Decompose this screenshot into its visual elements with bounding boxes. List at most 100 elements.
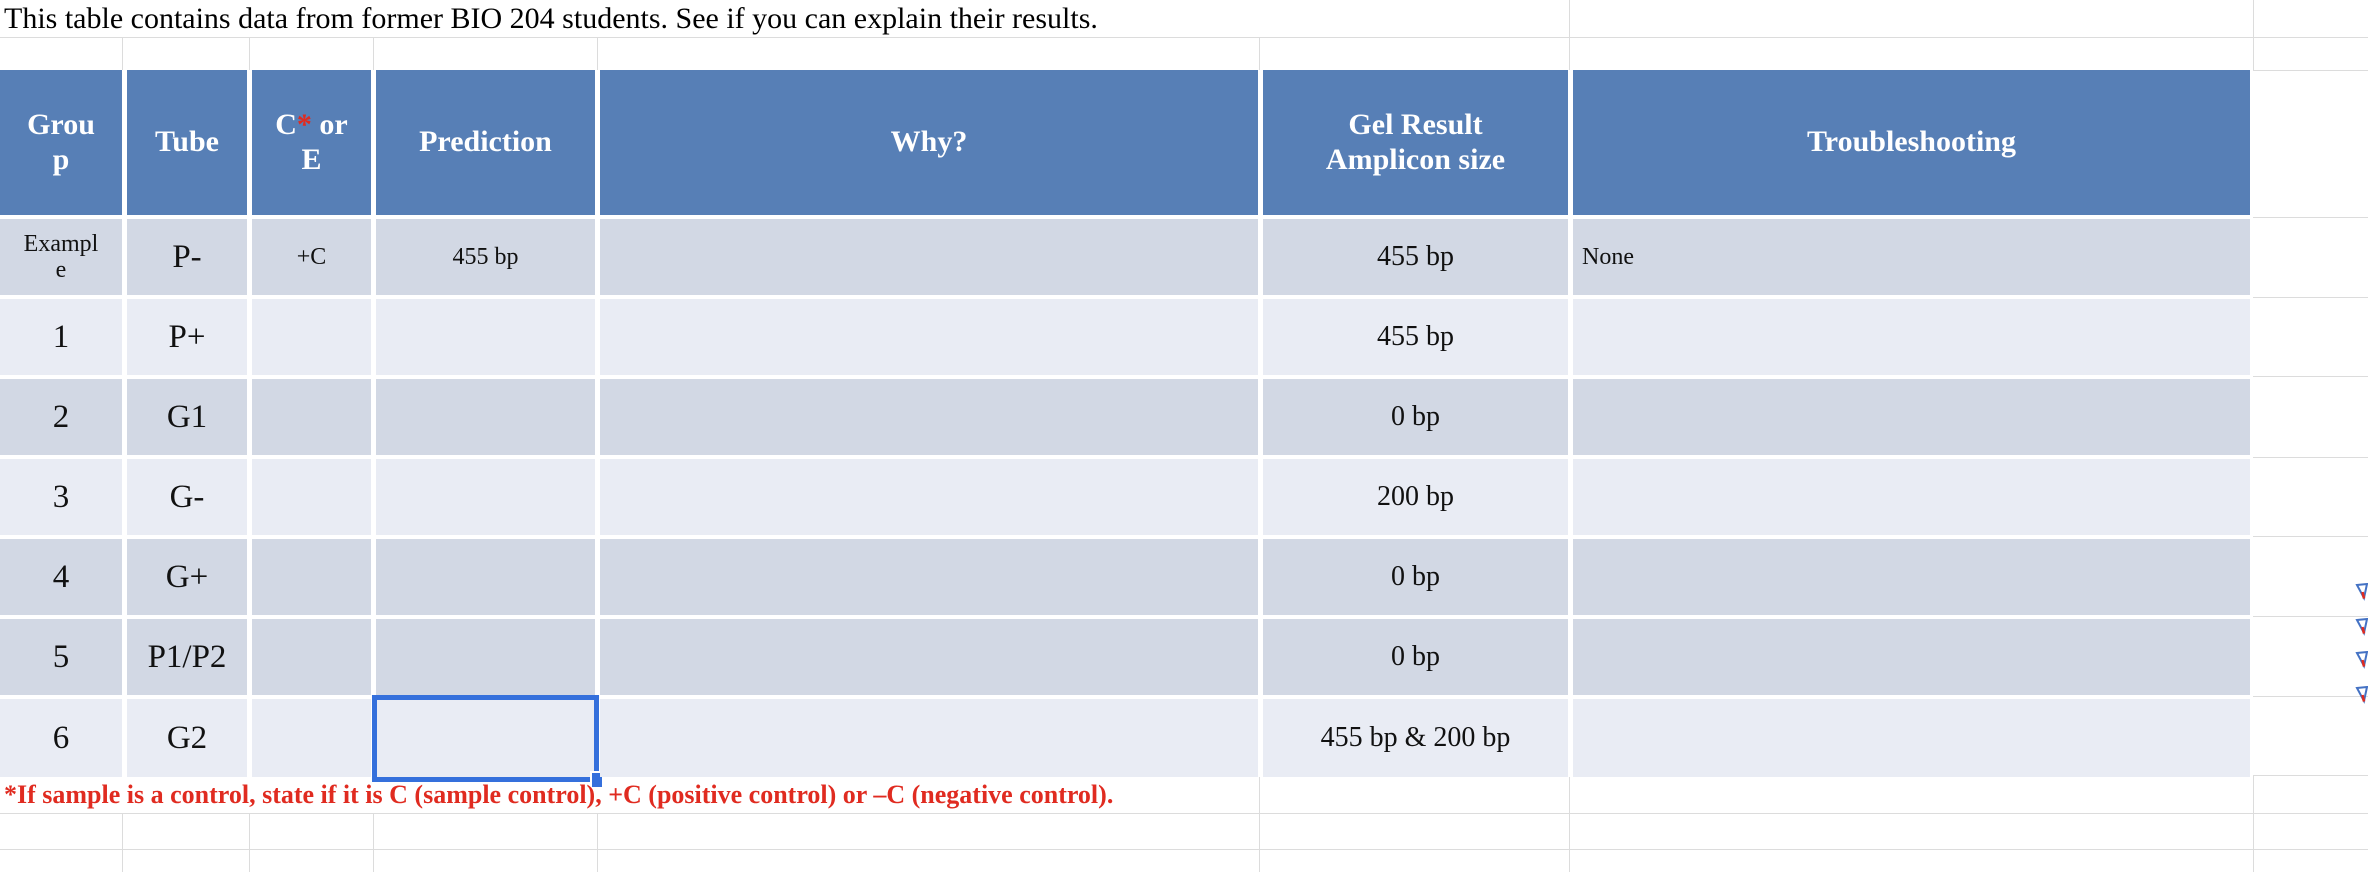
- gridline: [1569, 777, 1570, 872]
- pushpin-flag-icon[interactable]: [2354, 583, 2368, 602]
- gridline: [249, 38, 250, 70]
- header-cell-gel-result[interactable]: Gel Result Amplicon size: [1263, 70, 1568, 215]
- cell-r5-why[interactable]: [600, 619, 1258, 695]
- header-line1: C* or: [275, 108, 348, 141]
- cell-example-prediction[interactable]: 455 bp: [376, 219, 595, 295]
- header-cell-why[interactable]: Why?: [600, 70, 1258, 215]
- header-cell-c-or-e[interactable]: C* or E: [252, 70, 371, 215]
- cell-r6-tube[interactable]: G2: [127, 699, 247, 777]
- gridline: [2253, 775, 2254, 872]
- cell-r4-control[interactable]: [252, 539, 371, 615]
- gridline: [2253, 775, 2368, 776]
- header-label: Troubleshooting: [1807, 125, 2016, 159]
- cell-r2-control[interactable]: [252, 379, 371, 455]
- gridline: [2253, 0, 2254, 70]
- cell-r1-control[interactable]: [252, 299, 371, 375]
- cell-r6-why[interactable]: [600, 699, 1258, 777]
- gridline: [1259, 777, 1260, 872]
- cell-example-control[interactable]: +C: [252, 219, 371, 295]
- header-label: C* or E: [275, 108, 348, 177]
- cell-r2-troubleshooting[interactable]: [1573, 379, 2250, 455]
- cell-r2-prediction[interactable]: [376, 379, 595, 455]
- gridline: [122, 813, 123, 872]
- gridline: [2253, 536, 2368, 537]
- cell-r2-tube[interactable]: G1: [127, 379, 247, 455]
- gridline: [1569, 0, 1570, 70]
- cell-r4-troubleshooting[interactable]: [1573, 539, 2250, 615]
- pushpin-flag-icon[interactable]: [2354, 618, 2368, 637]
- cell-r3-gel[interactable]: 200 bp: [1263, 459, 1568, 535]
- cell-r4-prediction[interactable]: [376, 539, 595, 615]
- cell-r3-tube[interactable]: G-: [127, 459, 247, 535]
- header-cell-tube[interactable]: Tube: [127, 70, 247, 215]
- gridline: [122, 38, 123, 70]
- pushpin-flag-icon[interactable]: [2354, 651, 2368, 670]
- cell-r4-why[interactable]: [600, 539, 1258, 615]
- cell-r6-gel[interactable]: 455 bp & 200 bp: [1263, 699, 1568, 777]
- header-label: Gel Result Amplicon size: [1326, 108, 1505, 177]
- gridline: [373, 38, 374, 70]
- gridline: [0, 849, 2368, 850]
- header-label: Why?: [890, 125, 968, 159]
- gridline: [597, 38, 598, 70]
- cell-r5-control[interactable]: [252, 619, 371, 695]
- header-cell-troubleshooting[interactable]: Troubleshooting: [1573, 70, 2250, 215]
- cell-r6-group[interactable]: 6: [0, 699, 122, 777]
- cell-r5-prediction[interactable]: [376, 619, 595, 695]
- cell-r1-troubleshooting[interactable]: [1573, 299, 2250, 375]
- gridline: [2253, 217, 2368, 218]
- cell-r6-control[interactable]: [252, 699, 371, 777]
- gridline: [1259, 38, 1260, 70]
- cell-r4-group[interactable]: 4: [0, 539, 122, 615]
- gridline: [2253, 696, 2368, 697]
- cell-r1-why[interactable]: [600, 299, 1258, 375]
- gridline: [2253, 297, 2368, 298]
- cell-example-troubleshooting[interactable]: None: [1573, 219, 2250, 295]
- cell-r3-prediction[interactable]: [376, 459, 595, 535]
- cell-r5-group[interactable]: 5: [0, 619, 122, 695]
- header-cell-prediction[interactable]: Prediction: [376, 70, 595, 215]
- cell-r5-troubleshooting[interactable]: [1573, 619, 2250, 695]
- control-footnote[interactable]: *If sample is a control, state if it is …: [4, 780, 1114, 809]
- gridline: [597, 813, 598, 872]
- gridline: [2253, 70, 2368, 71]
- cell-r2-gel[interactable]: 0 bp: [1263, 379, 1568, 455]
- results-table: Group Tube C* or E Prediction Why? Gel R…: [0, 70, 2250, 789]
- cell-r3-troubleshooting[interactable]: [1573, 459, 2250, 535]
- cell-r2-group[interactable]: 2: [0, 379, 122, 455]
- cell-r6-prediction[interactable]: [372, 695, 604, 789]
- gridline: [2253, 376, 2368, 377]
- sheet-title-cell[interactable]: This table contains data from former BIO…: [4, 2, 1098, 35]
- cell-r3-control[interactable]: [252, 459, 371, 535]
- cell-r2-why[interactable]: [600, 379, 1258, 455]
- cell-r3-why[interactable]: [600, 459, 1258, 535]
- gridline: [0, 37, 2368, 38]
- active-cell-selection-border[interactable]: [372, 695, 604, 789]
- gridline: [249, 813, 250, 872]
- gridline: [2253, 457, 2368, 458]
- header-cell-group[interactable]: Group: [0, 70, 122, 215]
- cell-r3-group[interactable]: 3: [0, 459, 122, 535]
- cell-r5-tube[interactable]: P1/P2: [127, 619, 247, 695]
- header-line2: Amplicon size: [1325, 142, 1506, 176]
- cell-example-tube[interactable]: P-: [127, 219, 247, 295]
- cell-example-group[interactable]: Example: [0, 219, 122, 295]
- header-line1: Gel Result: [1348, 108, 1483, 141]
- header-label: Prediction: [419, 125, 552, 159]
- cell-r1-group[interactable]: 1: [0, 299, 122, 375]
- cell-example-why[interactable]: [600, 219, 1258, 295]
- header-line2: E: [301, 142, 322, 176]
- cell-r4-tube[interactable]: G+: [127, 539, 247, 615]
- gridline: [0, 813, 2368, 814]
- cell-r1-prediction[interactable]: [376, 299, 595, 375]
- cell-r4-gel[interactable]: 0 bp: [1263, 539, 1568, 615]
- cell-r5-gel[interactable]: 0 bp: [1263, 619, 1568, 695]
- gridline: [373, 813, 374, 872]
- required-asterisk: *: [296, 108, 312, 141]
- cell-r1-gel[interactable]: 455 bp: [1263, 299, 1568, 375]
- cell-r1-tube[interactable]: P+: [127, 299, 247, 375]
- cell-r6-troubleshooting[interactable]: [1573, 699, 2250, 777]
- cell-example-gel[interactable]: 455 bp: [1263, 219, 1568, 295]
- pushpin-flag-icon[interactable]: [2354, 686, 2368, 705]
